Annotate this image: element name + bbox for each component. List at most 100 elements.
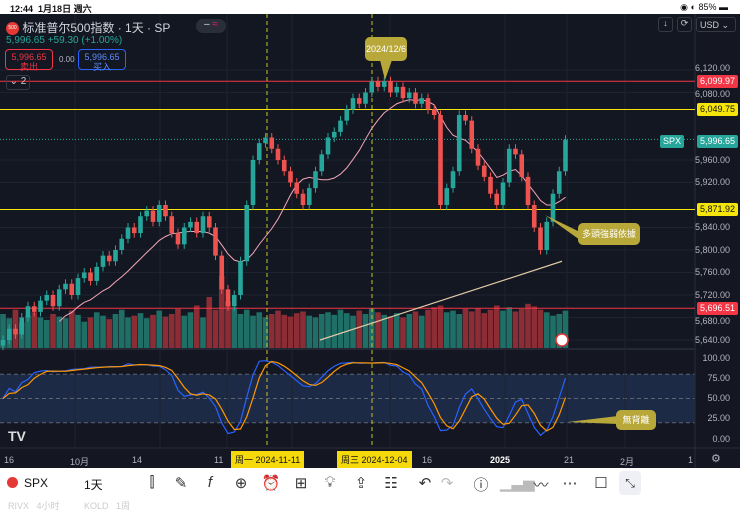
candle-body: [419, 98, 425, 104]
support-callout[interactable]: 多頭強弱依據: [578, 223, 640, 245]
candle-body: [38, 300, 43, 312]
candle-body: [563, 139, 568, 172]
sell-button[interactable]: 5,996.65 卖出: [5, 49, 53, 72]
candle-body: [425, 98, 431, 110]
candle-body: [413, 92, 418, 104]
candle-body: [244, 205, 250, 262]
stoch-axis-label: 50.00: [707, 393, 730, 403]
buy-button[interactable]: 5,996.65 买入: [78, 49, 126, 72]
undo-icon[interactable]: ↶: [418, 475, 432, 492]
volume-bar: [356, 310, 363, 348]
date: 1月18日 週六: [38, 4, 92, 14]
candle-body: [450, 171, 456, 189]
date-label: 11: [214, 455, 224, 465]
volume-bar: [350, 315, 356, 348]
candle-body: [456, 115, 462, 172]
volume-bar: [168, 314, 175, 348]
redo-icon[interactable]: ↷: [440, 475, 454, 492]
candle-body: [363, 92, 368, 104]
volume-bar: [543, 312, 550, 348]
currency-select[interactable]: USD ⌄: [696, 17, 736, 32]
indicators-toggle[interactable]: ⌄ 2: [6, 75, 30, 90]
battery-level: 85%: [698, 2, 717, 12]
divergence-callout[interactable]: 無背離: [616, 410, 656, 430]
bar-chart-icon[interactable]: ▁▃▅: [500, 475, 535, 492]
candle-body: [431, 109, 437, 115]
volume-bar: [368, 308, 375, 348]
candle-body: [344, 109, 350, 121]
candle-body: [394, 86, 400, 93]
candle-body: [313, 171, 318, 189]
chart-area[interactable]: 500 标准普尔500指数 · 1天 · SP – ≈ 5,996.65 +59…: [0, 14, 740, 468]
candle-body: [406, 92, 412, 99]
volume-bar: [443, 312, 450, 348]
add-icon[interactable]: ⊕: [234, 475, 248, 492]
candle-body: [238, 261, 243, 295]
candle-body: [181, 227, 187, 245]
indicators-icon[interactable]: f: [207, 474, 213, 491]
candle-body: [275, 148, 281, 160]
candle-body: [75, 278, 81, 295]
alert-icon[interactable]: ⏰: [261, 475, 281, 492]
ideas-bulb-icon[interactable]: 💡︎: [324, 474, 336, 491]
candle-type-icon[interactable]: ⫿: [149, 474, 155, 491]
candle-body: [281, 160, 287, 172]
candle-body: [519, 154, 525, 177]
download-icon[interactable]: ↓: [658, 17, 673, 32]
fullscreen-square-icon[interactable]: ☐: [594, 475, 608, 492]
compare-icon[interactable]: 〰: [533, 477, 549, 494]
candle-body: [106, 255, 112, 262]
settings-gear-icon[interactable]: ⚙: [711, 453, 721, 465]
volume-bar: [256, 312, 263, 348]
info-icon[interactable]: ⓘ: [473, 477, 489, 494]
candle-body: [356, 98, 362, 104]
volume-bar: [125, 317, 131, 348]
collapse-toggle[interactable]: – ≈: [196, 19, 226, 33]
candle-body: [56, 289, 62, 307]
volume-bar: [425, 309, 431, 348]
layout-grid-icon[interactable]: ⊞: [294, 475, 308, 492]
symbol-header[interactable]: 500 标准普尔500指数 · 1天 · SP: [6, 19, 170, 36]
candle-body: [306, 188, 312, 205]
candle-body: [381, 81, 387, 87]
symbol-tag: SPX: [659, 135, 684, 148]
spread: 0.00: [59, 55, 75, 64]
volume-bar: [143, 318, 150, 348]
volume-bar: [175, 308, 181, 348]
clear-drawings-icon[interactable]: ☷: [384, 475, 398, 492]
candle-body: [50, 295, 56, 307]
date-label: 10月: [70, 457, 90, 467]
volume-bar: [462, 308, 469, 348]
price-axis-label: 6,080.00: [694, 88, 730, 99]
volume-bar: [181, 315, 188, 348]
interval-button[interactable]: 1天: [84, 478, 103, 492]
volume-bar: [0, 314, 6, 348]
exit-fullscreen-icon[interactable]: ⤡: [619, 471, 641, 495]
volume-bar: [537, 309, 544, 348]
volume-bar: [43, 319, 50, 348]
date-label: 1: [688, 455, 694, 465]
date-label: 2月: [620, 457, 635, 467]
price-axis-label: 5,960.00: [694, 154, 730, 165]
volume-bar: [525, 303, 531, 348]
status-bar: 12:44 1月18日 週六 ◉ ◐ 85% ▬: [0, 0, 740, 14]
date-callout[interactable]: 2024/12/6: [365, 37, 407, 61]
volume-bar: [231, 307, 238, 348]
candle-body: [219, 255, 225, 290]
candle-body: [81, 272, 87, 279]
sp500-logo: 500: [6, 22, 19, 36]
date-label: 16: [4, 455, 15, 465]
symbol-button[interactable]: SPX: [24, 476, 49, 490]
volume-bar: [475, 308, 481, 348]
volume-bar: [418, 315, 425, 348]
draw-icon[interactable]: ✎: [174, 475, 188, 492]
ma-long-line: [319, 260, 563, 341]
candle-body: [19, 317, 25, 335]
candle-body: [525, 176, 531, 205]
share-icon[interactable]: ⇪: [354, 475, 368, 492]
refresh-icon[interactable]: ⟳: [677, 17, 692, 32]
candle-body: [463, 115, 468, 121]
volume-bar: [131, 315, 138, 348]
volume-bar: [212, 309, 219, 348]
more-icon[interactable]: ⋯: [562, 475, 578, 492]
